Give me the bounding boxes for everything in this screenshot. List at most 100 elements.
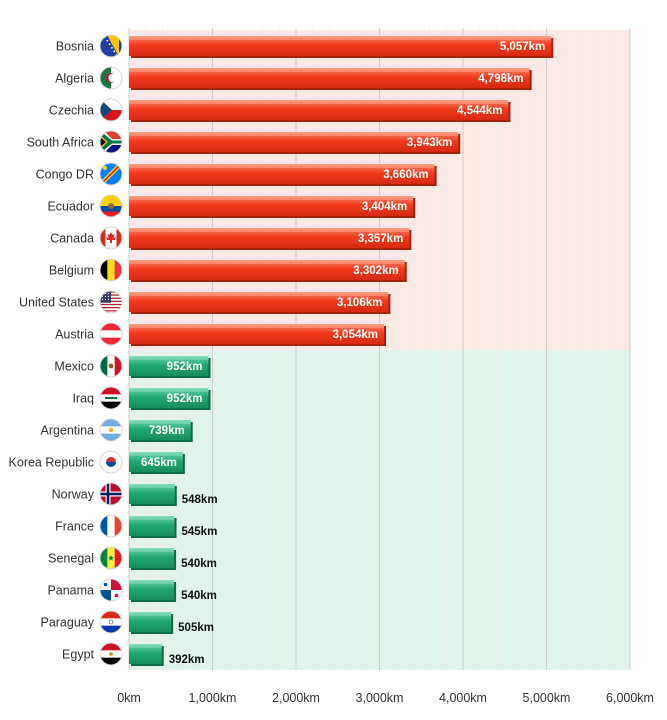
x-tick-label: 5,000km: [523, 691, 571, 705]
category-label-algeria: Algeria: [55, 72, 94, 86]
category-label-paraguay: Paraguay: [40, 616, 94, 630]
x-tick-label: 1,000km: [189, 691, 237, 705]
value-label-egypt: 392km: [169, 654, 205, 666]
value-label-algeria: 4,798km: [478, 73, 523, 85]
bar-highlight-mexico: [129, 356, 209, 360]
bosnia-flag-icon: [99, 34, 123, 58]
value-labels: 5,057km 4,798km 4,544km 3,943km 3,660km 3,404…: [141, 41, 545, 666]
category-label-egypt: Egypt: [62, 648, 94, 662]
mexico-flag-icon: [99, 354, 123, 378]
value-label-ecuador: 3,404km: [362, 201, 407, 213]
bar-belgium: [129, 260, 405, 280]
bar-highlight-egypt: [129, 644, 162, 648]
austria-flag-icon: [99, 322, 123, 346]
bar-norway: [129, 484, 175, 504]
value-label-south-africa: 3,943km: [407, 137, 452, 149]
bar-highlight-paraguay: [129, 612, 172, 616]
bar-highlight-korea-republic: [129, 452, 183, 456]
category-label-czechia: Czechia: [49, 104, 94, 118]
category-label-norway: Norway: [52, 488, 95, 502]
value-label-iraq: 952km: [167, 393, 203, 405]
bar-bosnia: [129, 36, 552, 56]
argentina-flag-icon: [99, 418, 123, 442]
category-label-france: France: [55, 520, 94, 534]
value-label-norway: 548km: [182, 494, 218, 506]
ecuador-flag-icon: [99, 194, 123, 218]
congo-dr-flag-icon: [99, 162, 123, 186]
category-label-iraq: Iraq: [72, 392, 94, 406]
value-label-france: 545km: [182, 526, 218, 538]
value-label-senegal: 540km: [181, 558, 217, 570]
bar-austria: [129, 324, 385, 344]
bar-highlight-iraq: [129, 388, 209, 392]
value-label-austria: 3,054km: [333, 329, 378, 341]
value-label-paraguay: 505km: [178, 622, 214, 634]
bar-highlight-south-africa: [129, 132, 459, 136]
united-states-flag-icon: [99, 290, 123, 314]
value-label-bosnia: 5,057km: [500, 41, 545, 53]
korea-republic-flag-icon: [99, 450, 123, 474]
x-tick-label: 6,000km: [606, 691, 654, 705]
bar-highlight-senegal: [129, 548, 175, 552]
algeria-flag-icon: [99, 66, 123, 90]
bar-paraguay: [129, 612, 172, 632]
bar-highlight-austria: [129, 324, 385, 328]
bar-highlight-argentina: [129, 420, 191, 424]
bar-highlight-bosnia: [129, 36, 552, 40]
bar-highlight-ecuador: [129, 196, 414, 200]
bar-highlight-panama: [129, 580, 175, 584]
x-axis: 0km 1,000km 2,000km 3,000km 4,000km 5,000km 6,…: [117, 691, 654, 705]
bar-highlight-united-states: [129, 292, 389, 296]
category-label-congo-dr: Congo DR: [36, 168, 94, 182]
value-label-czechia: 4,544km: [457, 105, 502, 117]
value-label-korea-republic: 645km: [141, 457, 177, 469]
bar-highlight-france: [129, 516, 175, 520]
bar-canada: [129, 228, 410, 248]
value-label-argentina: 739km: [149, 425, 185, 437]
bar-ecuador: [129, 196, 414, 216]
bar-iraq: [129, 388, 209, 408]
iraq-flag-icon: [99, 386, 123, 410]
value-label-united-states: 3,106km: [337, 297, 382, 309]
bar-highlight-canada: [129, 228, 410, 232]
bar-highlight-algeria: [129, 68, 530, 72]
category-label-austria: Austria: [55, 328, 94, 342]
category-label-korea-republic: Korea Republic: [9, 456, 94, 470]
category-label-mexico: Mexico: [54, 360, 94, 374]
bar-czechia: [129, 100, 509, 120]
canada-flag-icon: [99, 226, 123, 250]
france-flag-icon: [99, 514, 123, 538]
norway-flag-icon: [99, 482, 123, 506]
value-label-belgium: 3,302km: [353, 265, 398, 277]
bar-highlight-norway: [129, 484, 175, 488]
south-africa-flag-icon: [99, 130, 123, 154]
category-label-panama: Panama: [47, 584, 94, 598]
category-label-canada: Canada: [50, 232, 94, 246]
category-label-senegal: Senegal: [48, 552, 94, 566]
category-label-south-africa: South Africa: [27, 136, 94, 150]
bar-highlight-belgium: [129, 260, 405, 264]
value-label-panama: 540km: [181, 590, 217, 602]
category-label-ecuador: Ecuador: [47, 200, 94, 214]
egypt-flag-icon: [99, 642, 123, 666]
x-tick-label: 2,000km: [272, 691, 320, 705]
bar-highlight-congo-dr: [129, 164, 435, 168]
category-labels: Bosnia Algeria Czechia South Africa Congo DR…: [9, 40, 95, 662]
value-label-mexico: 952km: [167, 361, 203, 373]
paraguay-flag-icon: [99, 610, 123, 634]
bar-argentina: [129, 420, 191, 440]
bar-congo-dr: [129, 164, 435, 184]
value-label-canada: 3,357km: [358, 233, 403, 245]
senegal-flag-icon: [99, 546, 123, 570]
bar-panama: [129, 580, 175, 600]
bar-senegal: [129, 548, 175, 568]
x-tick-label: 4,000km: [439, 691, 487, 705]
belgium-flag-icon: [99, 258, 123, 282]
czechia-flag-icon: [99, 98, 123, 122]
bar-highlight-czechia: [129, 100, 509, 104]
flags: [99, 34, 123, 666]
bar-korea-republic: [129, 452, 183, 472]
bar-france: [129, 516, 175, 536]
bar-egypt: [129, 644, 162, 664]
